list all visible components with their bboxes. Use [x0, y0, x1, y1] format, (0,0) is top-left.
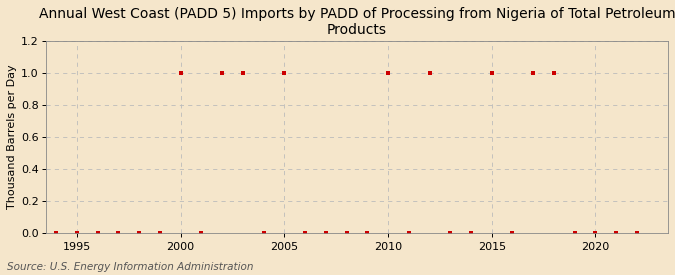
Y-axis label: Thousand Barrels per Day: Thousand Barrels per Day [7, 65, 17, 210]
Title: Annual West Coast (PADD 5) Imports by PADD of Processing from Nigeria of Total P: Annual West Coast (PADD 5) Imports by PA… [38, 7, 675, 37]
Text: Source: U.S. Energy Information Administration: Source: U.S. Energy Information Administ… [7, 262, 253, 272]
